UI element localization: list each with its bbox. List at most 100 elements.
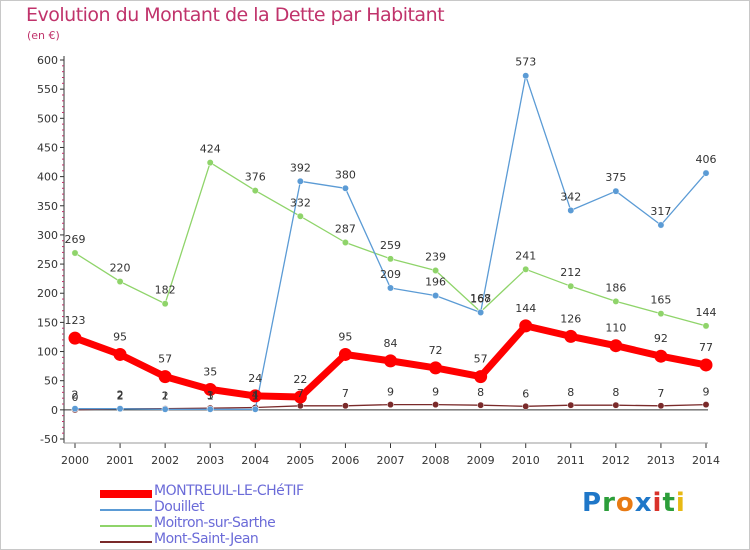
data-label: 8 xyxy=(567,386,574,399)
data-point xyxy=(429,361,443,375)
legend-swatch xyxy=(100,541,152,543)
data-label: 2 xyxy=(117,389,124,402)
data-label: 241 xyxy=(515,249,536,262)
data-point xyxy=(432,401,440,409)
data-label: 1 xyxy=(162,389,169,402)
data-label: 9 xyxy=(432,386,439,399)
x-tick-label: 2001 xyxy=(106,454,134,467)
logo-letter: x xyxy=(634,488,653,518)
data-point xyxy=(206,405,214,413)
legend-label: Mont-Saint-Jean xyxy=(154,531,259,547)
data-label: 0 xyxy=(72,391,79,404)
data-label: 392 xyxy=(290,161,311,174)
data-label: 424 xyxy=(200,143,221,156)
data-label: 1 xyxy=(252,389,259,402)
data-label: 24 xyxy=(248,372,262,385)
chart-axes: -500501001502002503003504004505005506002… xyxy=(37,54,720,467)
legend-label: Douillet xyxy=(154,499,205,515)
data-label: 167 xyxy=(470,292,491,305)
x-tick-label: 2010 xyxy=(512,454,540,467)
data-point xyxy=(251,187,259,195)
data-point xyxy=(116,278,124,286)
data-label: 239 xyxy=(425,250,446,263)
data-label: 95 xyxy=(113,330,127,343)
x-tick-label: 2013 xyxy=(647,454,675,467)
data-point xyxy=(387,255,394,263)
x-tick-label: 2000 xyxy=(61,454,89,467)
x-tick-label: 2012 xyxy=(602,454,630,467)
data-point xyxy=(522,402,530,410)
data-point xyxy=(612,401,620,409)
data-label: 332 xyxy=(290,196,311,209)
y-tick-label: 550 xyxy=(37,83,58,96)
data-point xyxy=(477,309,485,316)
data-point xyxy=(474,370,488,384)
data-point xyxy=(657,310,665,318)
data-label: 6 xyxy=(522,387,529,400)
data-label: 165 xyxy=(650,294,671,307)
data-point xyxy=(522,72,530,80)
y-tick-label: 150 xyxy=(37,316,58,329)
data-label: 406 xyxy=(696,153,717,166)
data-point xyxy=(341,239,349,246)
data-point xyxy=(564,329,578,343)
data-point xyxy=(338,347,352,361)
data-point xyxy=(612,187,620,195)
data-label: 110 xyxy=(605,322,626,335)
data-label: 126 xyxy=(560,312,581,325)
data-label: 259 xyxy=(380,239,401,252)
data-point xyxy=(432,267,440,274)
data-point xyxy=(567,206,575,214)
chart-subtitle: (en €) xyxy=(27,29,60,42)
data-label: 9 xyxy=(703,386,710,399)
data-label: 375 xyxy=(605,171,626,184)
legend-swatch xyxy=(100,525,152,527)
legend-swatch xyxy=(100,509,152,511)
data-label: 3 xyxy=(207,389,214,402)
legend-swatch xyxy=(100,490,152,498)
data-label: 35 xyxy=(203,365,217,378)
data-label: 8 xyxy=(612,386,619,399)
y-tick-label: 100 xyxy=(37,346,58,359)
data-label: 57 xyxy=(474,353,488,366)
legend-label: MONTREUIL-LE-CHéTIF xyxy=(154,483,304,499)
x-tick-label: 2005 xyxy=(286,454,314,467)
data-point xyxy=(341,402,349,410)
data-point xyxy=(519,319,533,333)
data-label: 144 xyxy=(696,306,717,319)
y-tick-label: 250 xyxy=(37,258,58,271)
data-label: 7 xyxy=(342,387,349,400)
data-point xyxy=(657,402,665,410)
data-label: 287 xyxy=(335,223,356,236)
data-point xyxy=(248,389,262,403)
data-point xyxy=(293,390,307,404)
data-label: 9 xyxy=(387,386,394,399)
data-label: 168 xyxy=(470,292,491,305)
data-label: 2 xyxy=(117,390,124,403)
x-tick-label: 2006 xyxy=(331,454,359,467)
data-point xyxy=(161,405,169,413)
data-label: 2 xyxy=(162,390,169,403)
y-tick-label: 300 xyxy=(37,229,58,242)
legend-label: Moitron-sur-Sarthe xyxy=(154,515,276,531)
data-label: 92 xyxy=(654,332,668,345)
data-label: 212 xyxy=(560,266,581,279)
data-point xyxy=(116,405,124,413)
x-tick-label: 2011 xyxy=(557,454,585,467)
data-point xyxy=(657,221,665,229)
data-point xyxy=(699,358,713,372)
data-point xyxy=(113,347,127,361)
data-label: 186 xyxy=(605,281,626,294)
data-point xyxy=(702,169,710,177)
logo-letter: o xyxy=(615,488,635,518)
data-point xyxy=(206,159,214,167)
data-label-layer: 0 2 2 3 4 7 7 9 9 8 6 8 8 7 92692201824243763322872592… xyxy=(65,56,717,404)
data-point xyxy=(158,370,172,384)
x-tick-label: 2008 xyxy=(422,454,450,467)
data-label: 7 xyxy=(657,387,664,400)
data-label: 95 xyxy=(338,330,352,343)
logo-letter: i xyxy=(675,488,686,518)
data-point xyxy=(387,284,394,292)
